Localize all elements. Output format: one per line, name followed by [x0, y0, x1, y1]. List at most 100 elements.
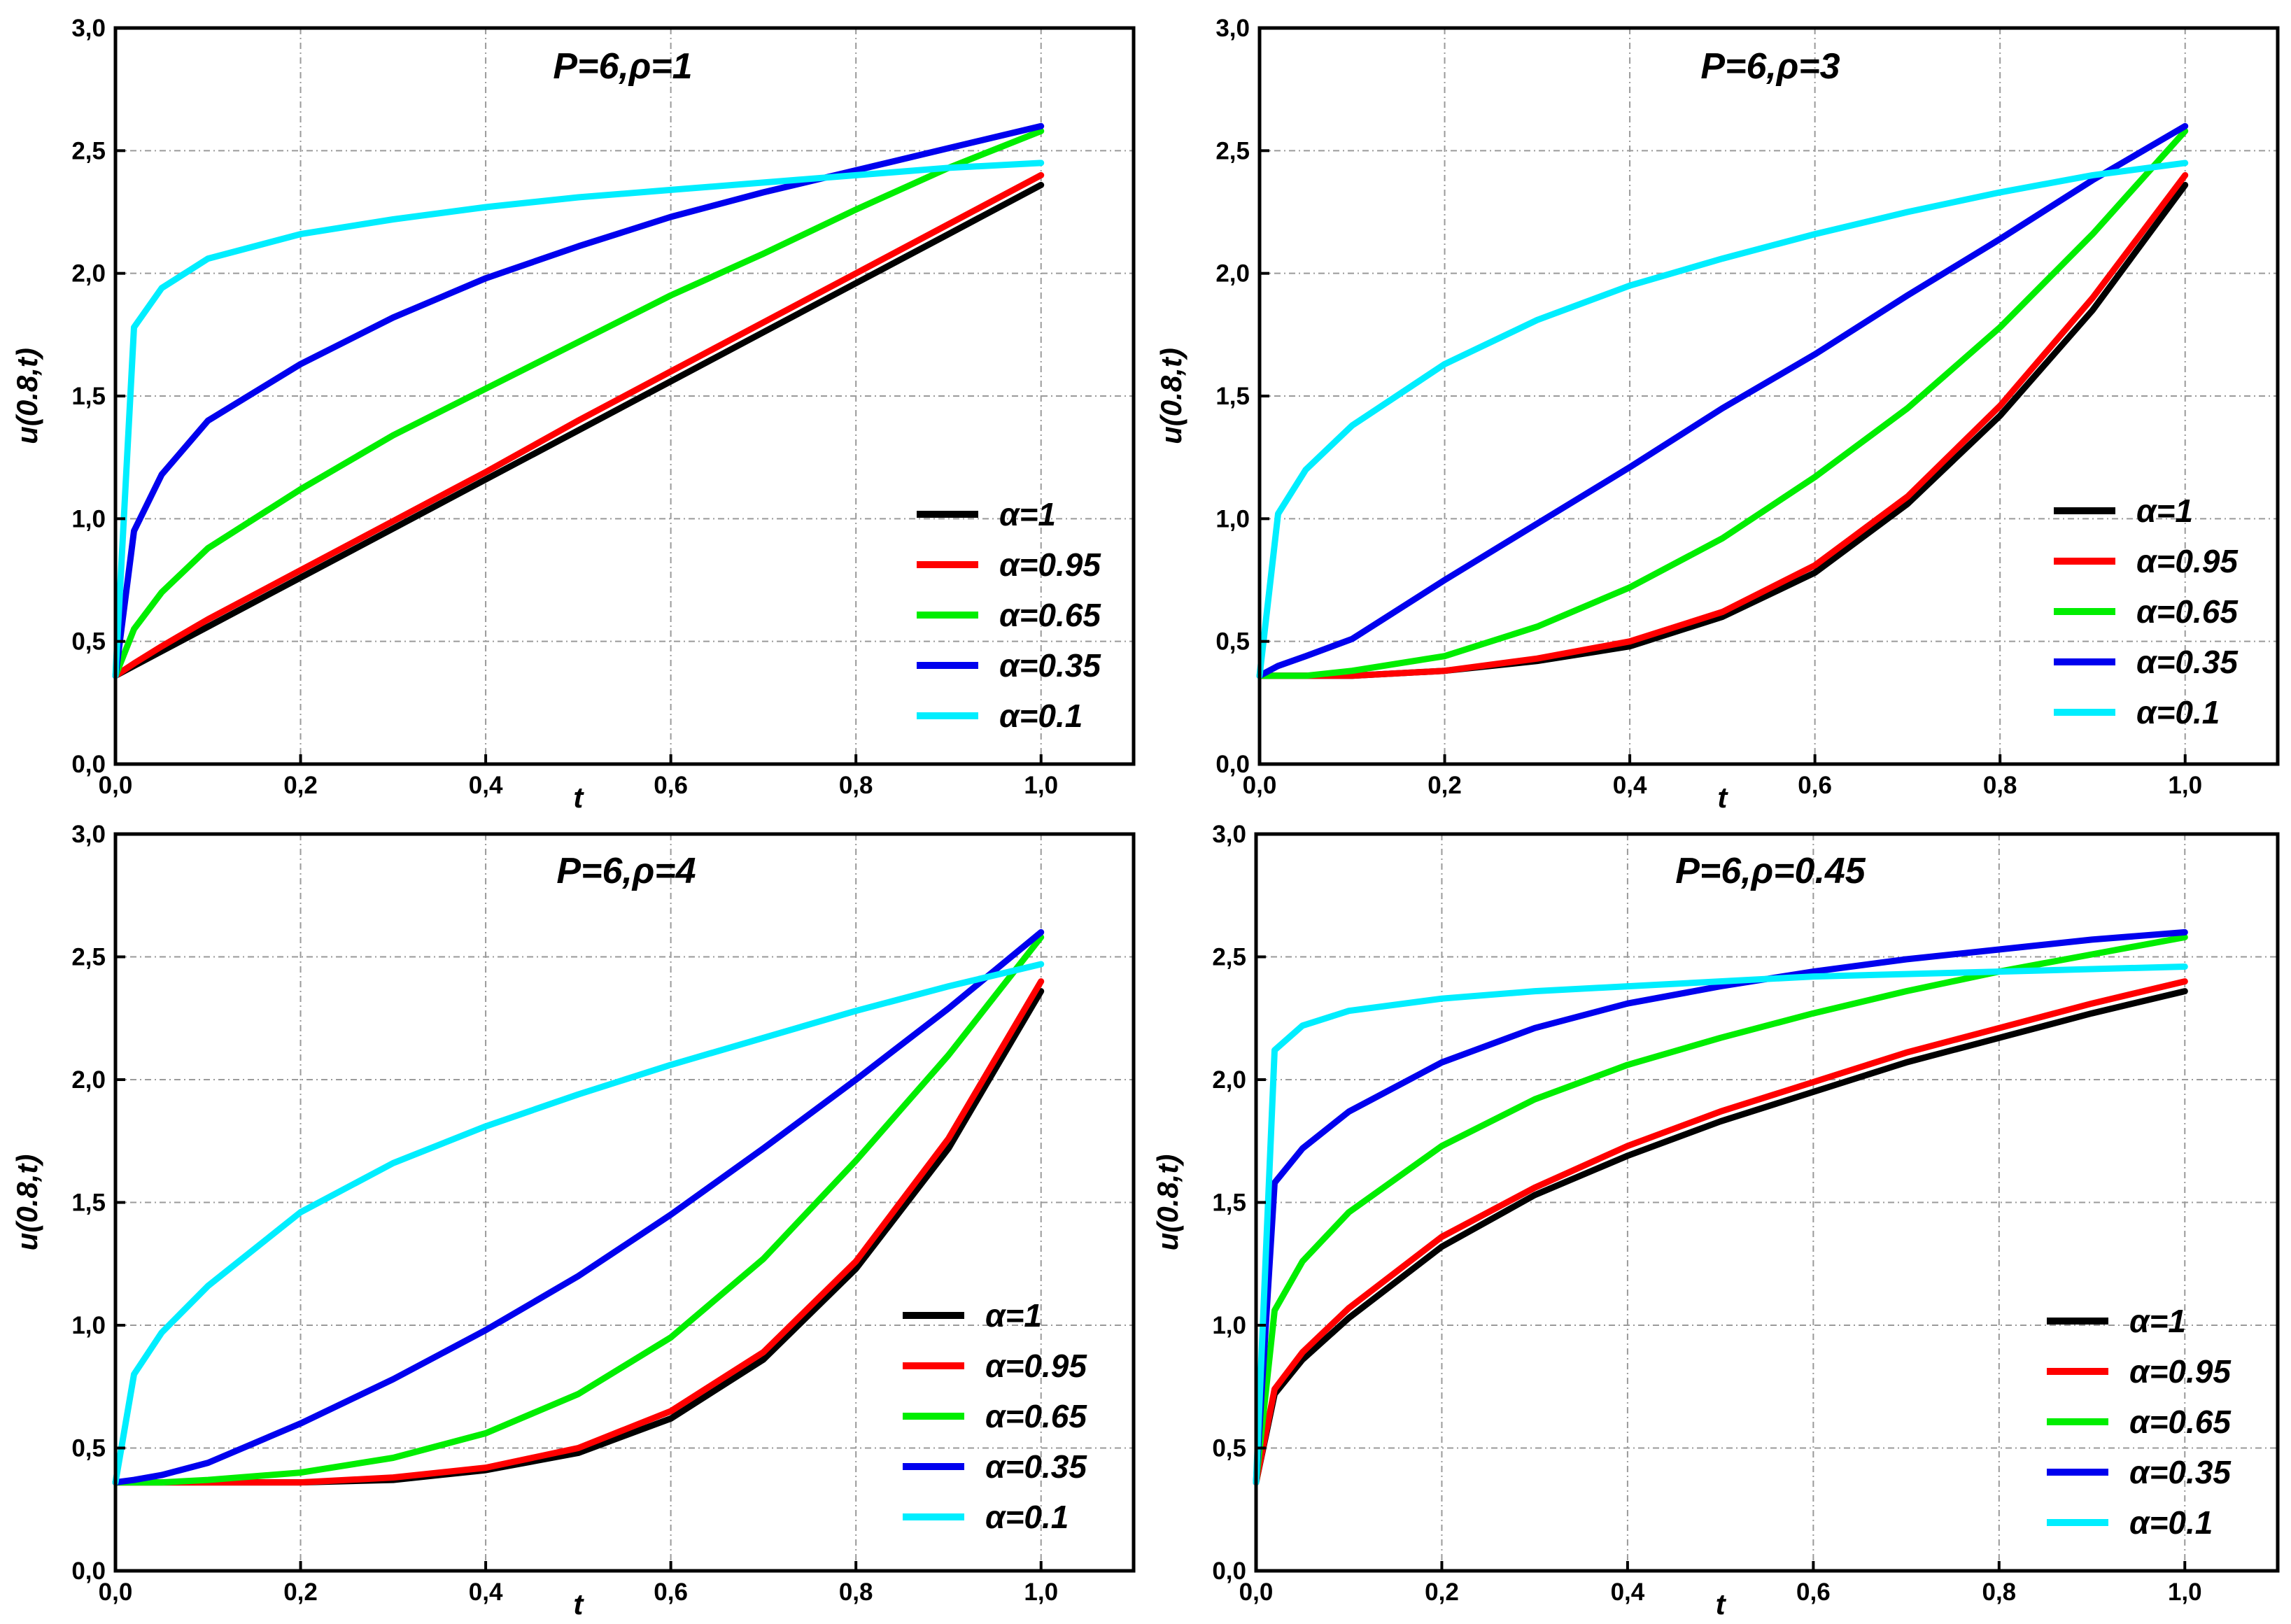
x-tick-label: 0,8 — [1982, 1579, 2016, 1606]
y-axis-label: u(0.8,t) — [10, 348, 43, 444]
y-tick-label: 2,5 — [1215, 137, 1250, 164]
series-line-4 — [1256, 160, 2189, 679]
legend-label: α=0.35 — [999, 647, 1101, 684]
x-axis-label: t — [573, 1588, 584, 1621]
y-tick-label: 0,5 — [71, 1435, 106, 1462]
legend-label: α=1 — [985, 1297, 1042, 1334]
x-tick-label: 0,4 — [1611, 1579, 1645, 1606]
y-tick-label: 1,5 — [1212, 1189, 1246, 1217]
x-tick-label: 0,4 — [469, 772, 503, 799]
y-tick-label: 1,0 — [71, 1312, 106, 1339]
legend-label: α=0.65 — [2129, 1404, 2232, 1440]
x-tick-label: 0,8 — [839, 772, 873, 799]
y-tick-label: 2,0 — [71, 1066, 106, 1094]
panel-title: P=6,ρ=0.45 — [1675, 851, 1866, 891]
legend-label: α=0.65 — [2136, 593, 2239, 630]
panel-top-right: 0,0 0,2 0,4 0,6 0,8 1,0 0,0 0,5 1,0 1,5 2,0 2,5 3,0 t… — [1155, 15, 2280, 814]
y-tick-label: 2,0 — [1212, 1066, 1246, 1094]
x-tick-label: 0,0 — [99, 772, 133, 799]
y-axis-label: u(0.8,t) — [10, 1155, 43, 1251]
y-tick-label: 2,5 — [71, 944, 106, 971]
y-axis-label: u(0.8,t) — [1151, 1155, 1184, 1251]
y-tick-label: 0,0 — [1215, 751, 1250, 778]
y-axis-label: u(0.8,t) — [1155, 348, 1187, 444]
series-line-4 — [112, 961, 1045, 1486]
legend-label: α=0.35 — [2129, 1454, 2232, 1490]
legend-label: α=0.65 — [985, 1398, 1087, 1434]
y-tick-label: 3,0 — [71, 15, 106, 42]
series-line-4 — [112, 160, 1045, 679]
x-tick-label: 0,2 — [1425, 1579, 1459, 1606]
x-tick-label: 0,2 — [283, 1579, 318, 1606]
y-tick-label: 0,0 — [1212, 1558, 1246, 1585]
series-line-3 — [112, 122, 1045, 679]
legend-label: α=0.95 — [985, 1348, 1087, 1384]
x-axis-label: t — [573, 781, 584, 814]
y-tick-label: 1,5 — [1215, 383, 1250, 410]
y-tick-label: 0,0 — [71, 751, 106, 778]
y-tick-label: 2,5 — [71, 137, 106, 164]
legend-label: α=0.1 — [2136, 694, 2220, 730]
x-tick-label: 0,4 — [1613, 772, 1647, 799]
x-tick-label: 1,0 — [2168, 772, 2202, 799]
legend-label: α=0.35 — [2136, 644, 2239, 680]
x-tick-label: 0,6 — [1796, 1579, 1831, 1606]
x-tick-label: 1,0 — [1024, 772, 1058, 799]
y-tick-label: 1,0 — [71, 505, 106, 532]
y-tick-label: 2,0 — [1215, 260, 1250, 288]
y-tick-label: 0,0 — [71, 1558, 106, 1585]
x-tick-label: 0,6 — [654, 772, 688, 799]
series-line-3 — [1253, 928, 2188, 1486]
panel-bottom-right: 0,0 0,2 0,4 0,6 0,8 1,0 0,0 0,5 1,0 1,5 2,0 2,5 3,0 t… — [1151, 821, 2280, 1621]
y-tick-label: 3,0 — [1215, 15, 1250, 42]
y-tick-label: 0,5 — [1212, 1435, 1246, 1462]
series-line-1 — [1253, 978, 2188, 1486]
legend-label: α=0.95 — [2129, 1353, 2232, 1390]
series-line-3 — [112, 928, 1045, 1486]
series-line-1 — [112, 171, 1045, 679]
x-tick-label: 0,2 — [283, 772, 318, 799]
legend-label: α=0.35 — [985, 1448, 1087, 1485]
x-tick-label: 0,6 — [1798, 772, 1832, 799]
legend-label: α=0.95 — [999, 546, 1101, 583]
series-line-2 — [1256, 127, 2189, 679]
y-tick-label: 1,5 — [71, 383, 106, 410]
x-tick-label: 0,0 — [99, 1579, 133, 1606]
legend-label: α=0.1 — [985, 1499, 1069, 1535]
panel-bottom-left: 0,0 0,2 0,4 0,6 0,8 1,0 0,0 0,5 1,0 1,5 2,0 2,5 3,0 t… — [10, 821, 1136, 1621]
panel-title: P=6,ρ=4 — [556, 851, 696, 891]
legend-label: α=1 — [999, 496, 1056, 532]
series-line-2 — [112, 127, 1045, 679]
y-tick-label: 1,0 — [1212, 1312, 1246, 1339]
y-tick-label: 3,0 — [71, 821, 106, 848]
x-tick-label: 0,4 — [469, 1579, 503, 1606]
series-line-0 — [1253, 988, 2188, 1486]
y-tick-label: 1,5 — [71, 1189, 106, 1217]
y-tick-label: 1,0 — [1215, 505, 1250, 532]
legend-label: α=1 — [2129, 1303, 2186, 1339]
y-tick-label: 0,5 — [71, 628, 106, 656]
y-tick-label: 2,0 — [71, 260, 106, 288]
x-tick-label: 1,0 — [1024, 1579, 1058, 1606]
series-line-2 — [112, 933, 1045, 1486]
legend-label: α=1 — [2136, 493, 2193, 529]
legend-label: α=0.1 — [2129, 1504, 2213, 1541]
y-tick-label: 0,5 — [1215, 628, 1250, 656]
y-tick-label: 2,5 — [1212, 944, 1246, 971]
x-axis-label: t — [1717, 781, 1728, 814]
y-tick-label: 3,0 — [1212, 821, 1246, 848]
legend-label: α=0.65 — [999, 597, 1101, 633]
x-tick-label: 0,8 — [1983, 772, 2017, 799]
series-line-4 — [1253, 963, 2188, 1486]
x-tick-label: 0,2 — [1428, 772, 1462, 799]
x-tick-label: 0,0 — [1239, 1579, 1274, 1606]
x-axis-label: t — [1716, 1588, 1727, 1621]
panel-title: P=6,ρ=1 — [553, 46, 692, 87]
series-line-0 — [112, 181, 1045, 679]
legend-label: α=0.95 — [2136, 543, 2239, 579]
x-tick-label: 0,8 — [839, 1579, 873, 1606]
x-tick-label: 0,6 — [654, 1579, 688, 1606]
panel-top-left: 0,0 0,2 0,4 0,6 0,8 1,0 0,0 0,5 1,0 1,5 2,0 2,5 3,0 t… — [10, 15, 1136, 814]
x-tick-label: 1,0 — [2168, 1579, 2202, 1606]
